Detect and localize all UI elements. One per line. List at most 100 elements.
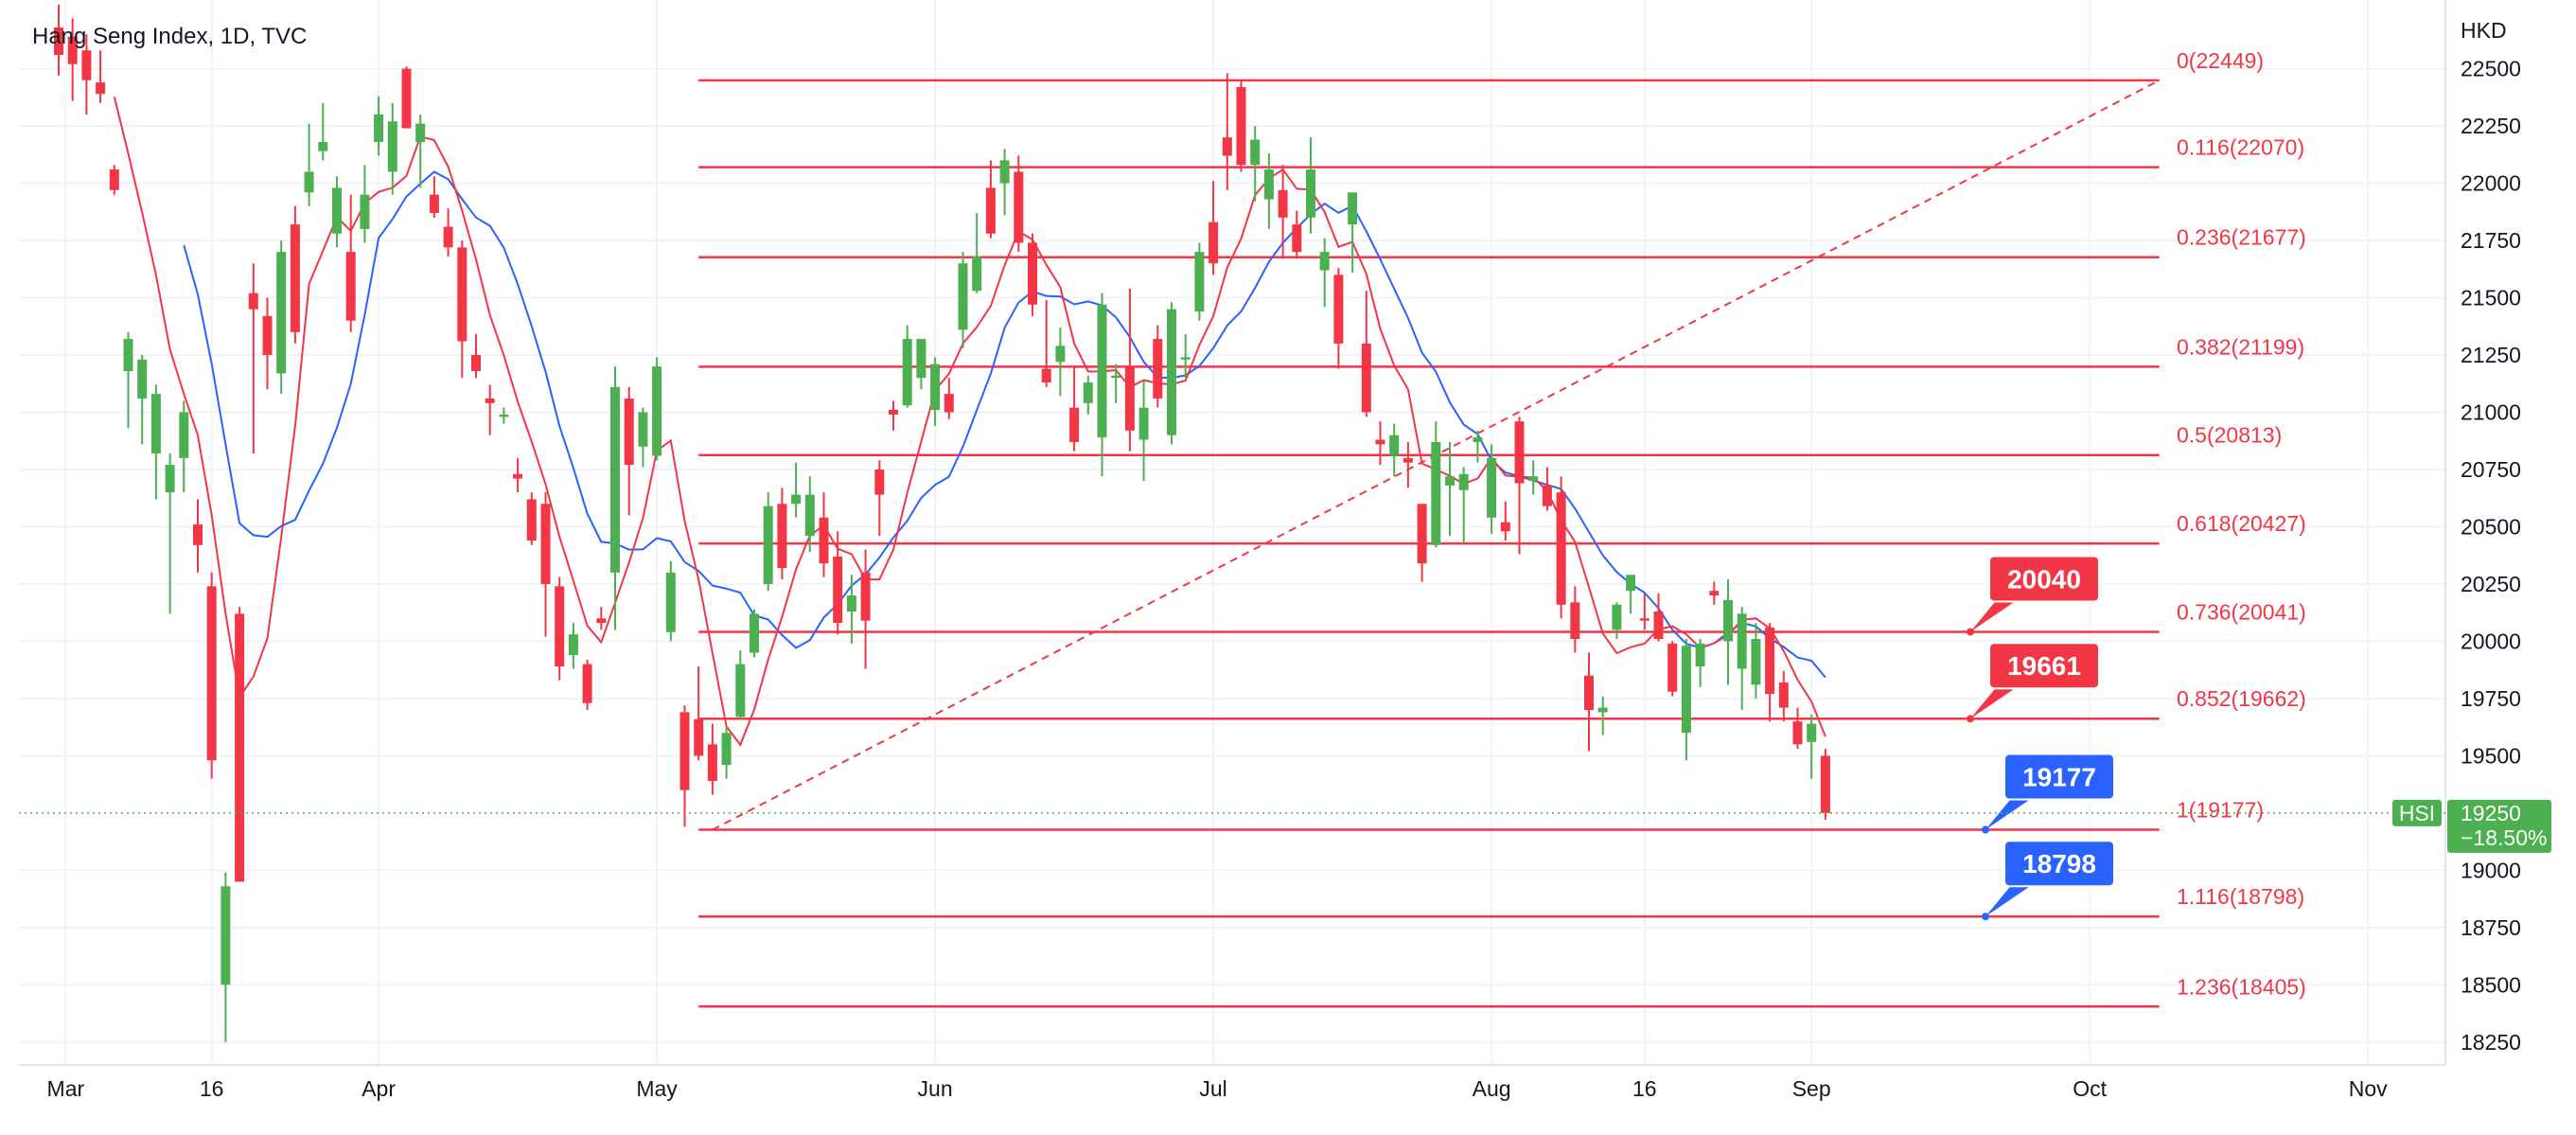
time-tick-label: Aug — [1473, 1076, 1511, 1101]
callout-anchor-dot — [1967, 628, 1974, 636]
last-price-marker: HSI 19250−18.50% — [19, 799, 2551, 853]
candle-body — [137, 359, 148, 399]
candle — [763, 492, 773, 592]
candle — [248, 263, 258, 454]
candle-body — [1431, 441, 1441, 545]
candle — [1209, 181, 1219, 275]
fib-level-label: 0.236(21677) — [2177, 225, 2306, 250]
candle — [1765, 623, 1775, 722]
candle-body — [568, 634, 578, 655]
candle-body — [485, 398, 495, 403]
candle — [665, 560, 676, 642]
candle-body — [1306, 169, 1315, 218]
candle-body — [1792, 721, 1803, 745]
price-axis[interactable]: HKD 22500 22250 22000 21750 21500 21250 21000 2… — [2461, 18, 2521, 1055]
price-callout[interactable]: 19661 — [1967, 642, 2100, 723]
candle-body — [345, 252, 356, 321]
candle-body — [791, 494, 802, 505]
price-tick-label: 19500 — [2461, 743, 2521, 768]
callout-label: 19177 — [2022, 763, 2096, 792]
candle-body — [1709, 591, 1720, 596]
candle-body — [1055, 346, 1066, 363]
candle — [1278, 165, 1288, 259]
candle-body — [81, 50, 92, 80]
candle-body — [1820, 755, 1830, 813]
time-tick-label: Oct — [2073, 1076, 2107, 1101]
price-tick-label: 20250 — [2461, 572, 2521, 596]
price-callouts[interactable]: 20040 19661 19177 18798 — [1967, 555, 2115, 921]
price-tick-label: 20500 — [2461, 514, 2521, 539]
candle — [1612, 602, 1622, 639]
fib-level-label: 0.852(19662) — [2177, 686, 2306, 711]
candle-body — [54, 27, 63, 56]
candle-body — [415, 123, 426, 142]
candle-body — [290, 224, 300, 332]
candle-body — [985, 187, 996, 234]
candle — [401, 66, 412, 129]
candle-body — [1403, 457, 1413, 463]
price-callout[interactable]: 19177 — [1982, 753, 2115, 834]
candle — [1263, 153, 1274, 229]
candle — [1528, 460, 1539, 495]
candle-body — [1361, 343, 1371, 413]
candle-body — [1263, 169, 1274, 200]
candle — [262, 297, 273, 390]
fib-level-label: 1.116(18798) — [2177, 884, 2304, 909]
candle — [1069, 366, 1080, 452]
candle — [276, 240, 287, 395]
candle-body — [1458, 473, 1469, 490]
candle — [1083, 375, 1093, 415]
fib-level-label: 0.382(21199) — [2177, 334, 2304, 359]
candle-body — [930, 364, 941, 411]
candle-body — [1236, 86, 1246, 166]
callout-pointer — [1970, 686, 2018, 719]
candle-body — [1778, 682, 1789, 708]
candle-body — [1014, 171, 1024, 243]
candle-body — [1556, 492, 1566, 605]
price-callout[interactable]: 18798 — [1982, 840, 2115, 921]
candle — [1167, 302, 1176, 445]
callout-label: 19661 — [2007, 651, 2081, 681]
candle-body — [707, 744, 717, 781]
candle-body — [540, 504, 551, 584]
candle — [1306, 137, 1315, 234]
candle — [54, 4, 63, 76]
candle-body — [1333, 275, 1344, 344]
candle-body — [610, 386, 620, 573]
candle-body — [763, 505, 773, 584]
candle — [791, 462, 802, 518]
candle — [652, 357, 662, 461]
candle-body — [1250, 139, 1261, 166]
candle-body — [1751, 639, 1761, 685]
time-axis[interactable]: Mar 16 Apr May Jun Jul Aug 16 Sep Oct Nov — [47, 1076, 2389, 1101]
candle — [513, 457, 523, 493]
candle — [1431, 421, 1441, 548]
candle-body — [1069, 407, 1080, 442]
fib-level-label: 0.618(20427) — [2177, 511, 2306, 536]
candle — [81, 34, 92, 115]
time-tick-label: Nov — [2349, 1076, 2388, 1101]
price-callout[interactable]: 20040 — [1967, 555, 2100, 636]
candle — [1653, 593, 1664, 642]
candle — [193, 499, 203, 573]
candle — [1417, 504, 1427, 582]
candle — [889, 400, 898, 431]
candle-body — [1111, 375, 1121, 379]
candle — [1389, 423, 1400, 477]
candle-body — [1570, 602, 1580, 639]
candle — [1236, 80, 1246, 172]
candle — [457, 240, 468, 379]
candle-body — [889, 410, 898, 415]
candle-body — [1514, 421, 1525, 484]
candle — [624, 386, 634, 516]
candle — [930, 357, 941, 426]
candle — [1626, 575, 1636, 614]
last-price-tag — [2447, 799, 2551, 853]
candle-body — [1445, 476, 1455, 486]
candle-body — [833, 556, 843, 624]
candle — [360, 165, 370, 243]
candle-body — [1723, 599, 1733, 642]
candle — [694, 666, 704, 761]
